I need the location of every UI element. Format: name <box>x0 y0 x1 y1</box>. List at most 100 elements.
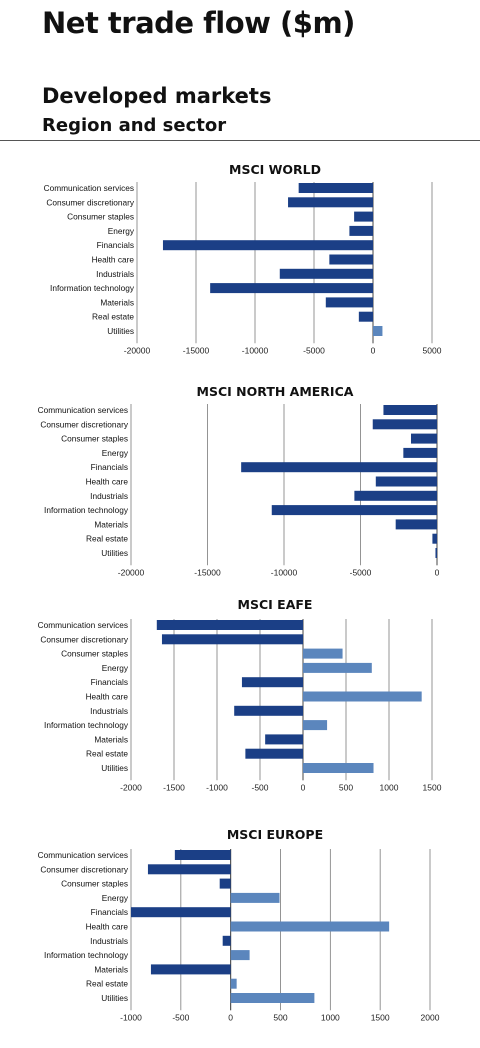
chart-msci-europe: MSCI EUROPE -1000 -500 0 500 1000 1500 2000 Comm… <box>38 827 440 1022</box>
bar <box>373 326 383 336</box>
bar <box>234 705 303 716</box>
x-tick-label: 0 <box>371 345 376 355</box>
section-title: Developed markets <box>42 84 272 108</box>
x-tick-label: -500 <box>251 782 268 792</box>
category-label: Energy <box>102 448 129 458</box>
bar <box>372 419 437 430</box>
x-tick-label: -5000 <box>303 345 325 355</box>
bar <box>174 850 231 860</box>
bar <box>403 447 437 458</box>
category-label: Health care <box>86 477 129 487</box>
x-tick-label: 5000 <box>423 345 442 355</box>
category-label: Information technology <box>50 283 135 293</box>
bar <box>354 490 437 501</box>
x-tick-label: 0 <box>301 782 306 792</box>
bar <box>222 935 231 946</box>
x-tick-label: -1500 <box>163 782 185 792</box>
category-label: Energy <box>102 893 129 903</box>
bar <box>210 283 373 294</box>
category-label: Financials <box>97 240 134 250</box>
chart-title: MSCI EAFE <box>238 597 313 612</box>
category-label: Communication services <box>38 620 128 630</box>
bar <box>358 311 373 322</box>
category-label: Information technology <box>44 505 129 515</box>
chart-msci-north-america: MSCI NORTH AMERICA -20000 -15000 -10000 -500… <box>38 384 440 577</box>
bar <box>131 907 231 918</box>
x-tick-label: -20000 <box>124 345 151 355</box>
bar <box>230 950 250 961</box>
category-label: Materials <box>94 964 128 974</box>
x-tick-label: -10000 <box>242 345 269 355</box>
x-tick-label: -1000 <box>120 1012 142 1022</box>
x-tick-label: -2000 <box>120 782 142 792</box>
category-label: Energy <box>108 226 135 236</box>
category-label: Consumer discretionary <box>40 419 128 429</box>
x-tick-label: 2000 <box>421 1012 440 1022</box>
x-tick-label: -5000 <box>350 567 372 577</box>
category-label: Real estate <box>86 749 128 759</box>
bar <box>230 892 280 903</box>
category-label: Consumer discretionary <box>40 634 128 644</box>
bar <box>265 734 303 745</box>
bar <box>298 183 373 193</box>
category-label: Financials <box>91 677 128 687</box>
bar <box>245 748 303 759</box>
category-label: Real estate <box>92 312 134 322</box>
category-label: Information technology <box>44 720 129 730</box>
bar <box>354 211 373 222</box>
category-label: Materials <box>100 297 134 307</box>
category-label: Consumer discretionary <box>46 197 134 207</box>
bar <box>395 519 437 530</box>
category-label: Energy <box>102 663 129 673</box>
bar <box>303 763 374 773</box>
x-tick-label: 1000 <box>321 1012 340 1022</box>
category-label: Communication services <box>38 405 128 415</box>
category-label: Consumer staples <box>61 879 128 889</box>
category-label: Financials <box>91 907 128 917</box>
bar <box>279 268 373 279</box>
bar <box>147 864 231 875</box>
category-label: Utilities <box>101 548 128 558</box>
category-label: Industrials <box>90 706 128 716</box>
bar <box>162 240 373 251</box>
category-label: Utilities <box>107 326 134 336</box>
x-tick-label: -1000 <box>206 782 228 792</box>
x-tick-label: 1500 <box>371 1012 390 1022</box>
bar <box>383 405 437 415</box>
category-label: Communication services <box>38 850 128 860</box>
category-label: Communication services <box>44 183 134 193</box>
bar <box>230 978 237 989</box>
bar <box>432 533 437 544</box>
category-label: Utilities <box>101 993 128 1003</box>
bar <box>241 677 303 688</box>
bar <box>241 462 437 473</box>
bar <box>230 993 315 1003</box>
bar <box>410 433 437 444</box>
x-tick-label: 500 <box>339 782 353 792</box>
x-tick-label: 0 <box>228 1012 233 1022</box>
category-label: Consumer staples <box>61 434 128 444</box>
category-label: Industrials <box>90 936 128 946</box>
category-label: Consumer staples <box>67 212 134 222</box>
x-tick-label: 1500 <box>423 782 442 792</box>
x-tick-label: -20000 <box>118 567 145 577</box>
bar <box>329 254 373 265</box>
chart-title: MSCI NORTH AMERICA <box>197 384 354 399</box>
x-tick-label: 1000 <box>380 782 399 792</box>
bar <box>375 476 437 487</box>
category-label: Utilities <box>101 763 128 773</box>
category-label: Consumer staples <box>61 649 128 659</box>
category-label: Consumer discretionary <box>40 864 128 874</box>
category-label: Real estate <box>86 979 128 989</box>
category-label: Health care <box>86 922 129 932</box>
bar <box>161 634 303 645</box>
bar <box>435 548 437 558</box>
category-label: Health care <box>92 255 135 265</box>
bar <box>303 720 328 731</box>
category-label: Real estate <box>86 534 128 544</box>
category-label: Information technology <box>44 950 129 960</box>
chart-msci-eafe: MSCI EAFE -2000 -1500 -1000 -500 0 500 1000 1500… <box>38 597 442 792</box>
chart-msci-world: MSCI WORLD -20000 -15000 -10000 -5000 0 5000 Co… <box>44 162 442 355</box>
x-tick-label: 500 <box>273 1012 287 1022</box>
x-tick-label: -500 <box>172 1012 189 1022</box>
